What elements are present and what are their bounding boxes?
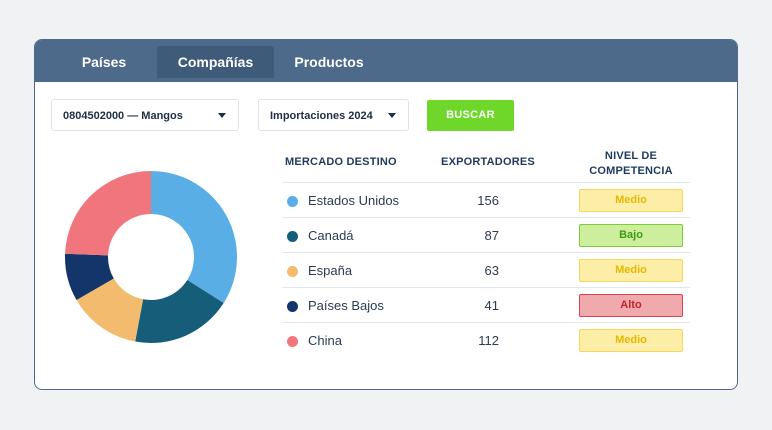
exporters-count: 156 — [477, 193, 499, 208]
market-name: Estados Unidos — [308, 193, 400, 208]
tab-paises[interactable]: Países — [81, 54, 127, 70]
exporters-count: 87 — [484, 228, 499, 243]
type-select[interactable]: Importaciones 2024 — [258, 99, 409, 131]
exporters-count: 41 — [484, 298, 499, 313]
market-name: España — [308, 263, 353, 278]
donut-slice-5 — [65, 171, 151, 256]
tab-companias[interactable]: Compañías — [157, 46, 274, 78]
type-select-value: Importaciones 2024 — [270, 110, 373, 122]
donut-slice-2 — [135, 280, 224, 343]
donut-chart — [65, 171, 237, 343]
table-row: Estados Unidos 156 Medio — [283, 182, 690, 218]
legend-dot — [287, 301, 298, 312]
market-name: China — [308, 333, 342, 348]
legend-dot — [287, 231, 298, 242]
tab-productos[interactable]: Productos — [294, 54, 364, 70]
header-market: MERCADO DESTINO — [285, 156, 397, 168]
header-competition: NIVEL DE COMPETENCIA — [579, 149, 683, 179]
product-select-value: 0804502000 — Mangos — [63, 110, 183, 122]
donut-slice-1 — [151, 171, 237, 304]
competition-badge: Medio — [579, 189, 683, 212]
product-select[interactable]: 0804502000 — Mangos — [51, 99, 239, 131]
tab-bar: Países Compañías Productos — [35, 40, 737, 82]
chevron-down-icon — [218, 113, 226, 118]
donut-slice-4 — [65, 253, 114, 300]
table-row: Canadá 87 Bajo — [283, 217, 690, 253]
market-panel: Países Compañías Productos 0804502000 — … — [34, 39, 738, 390]
header-competition-line2: COMPETENCIA — [589, 165, 673, 177]
competition-badge: Bajo — [579, 224, 683, 247]
market-name: Canadá — [308, 228, 354, 243]
header-competition-line1: NIVEL DE — [604, 150, 658, 162]
chevron-down-icon — [388, 113, 396, 118]
table-row: Países Bajos 41 Alto — [283, 287, 690, 323]
search-button[interactable]: BUSCAR — [427, 100, 514, 131]
header-exporters: EXPORTADORES — [441, 156, 535, 168]
donut-slice-3 — [76, 278, 144, 342]
table-row: China 112 Medio — [283, 322, 690, 358]
competition-badge: Medio — [579, 329, 683, 352]
competition-badge: Alto — [579, 294, 683, 317]
legend-dot — [287, 196, 298, 207]
legend-dot — [287, 336, 298, 347]
exporters-count: 112 — [478, 333, 499, 348]
competition-badge: Medio — [579, 259, 683, 282]
market-name: Países Bajos — [308, 298, 384, 313]
legend-dot — [287, 266, 298, 277]
table-row: España 63 Medio — [283, 252, 690, 288]
exporters-count: 63 — [484, 263, 499, 278]
